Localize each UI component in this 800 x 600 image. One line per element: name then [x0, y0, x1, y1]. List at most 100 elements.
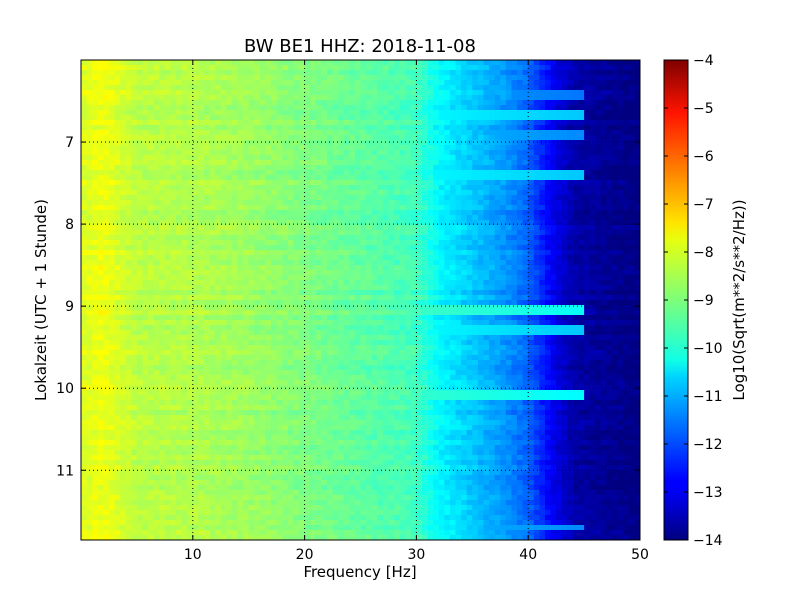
heatmap-cell: [388, 130, 395, 136]
heatmap-cell: [86, 175, 93, 181]
heatmap-cell: [254, 210, 261, 216]
heatmap-cell: [215, 95, 222, 101]
heatmap-cell: [142, 275, 149, 281]
heatmap-cell: [271, 255, 278, 261]
heatmap-cell: [595, 100, 602, 106]
heatmap-cell: [494, 85, 501, 91]
heatmap-cell: [472, 85, 479, 91]
heatmap-cell: [282, 75, 289, 81]
heatmap-cell: [628, 265, 636, 271]
heatmap-cell: [444, 80, 451, 86]
heatmap-cell: [561, 245, 568, 251]
heatmap-cell: [584, 285, 591, 291]
heatmap-cell: [561, 210, 568, 216]
heatmap-cell: [584, 65, 591, 71]
heatmap-cell: [136, 155, 144, 161]
heatmap-cell: [449, 225, 457, 231]
heatmap-cell: [483, 70, 490, 76]
heatmap-cell: [377, 205, 384, 211]
heatmap-cell: [589, 170, 596, 176]
heatmap-cell: [612, 110, 619, 116]
heatmap-cell: [332, 235, 339, 241]
heatmap-cell: [371, 135, 378, 141]
heatmap-cell: [259, 150, 267, 156]
heatmap-cell: [500, 65, 507, 71]
heatmap-cell: [293, 160, 300, 166]
heatmap-cell: [131, 305, 138, 311]
heatmap-cell: [231, 65, 239, 71]
heatmap-cell: [572, 165, 580, 171]
heatmap-cell: [215, 200, 222, 206]
heatmap-cell: [248, 295, 255, 301]
heatmap-cell: [634, 225, 640, 231]
heatmap-cell: [349, 190, 356, 196]
heatmap-cell: [299, 225, 306, 231]
heatmap-cell: [394, 300, 401, 306]
heatmap-cell: [634, 260, 640, 266]
heatmap-cell: [505, 270, 513, 276]
heatmap-cell: [449, 255, 457, 261]
heatmap-cell: [371, 60, 378, 66]
heatmap-cell: [92, 115, 99, 121]
heatmap-cell: [634, 275, 640, 281]
heatmap-cell: [421, 110, 429, 116]
heatmap-cell: [338, 260, 345, 266]
heatmap-cell: [92, 205, 99, 211]
heatmap-cell: [528, 90, 535, 96]
heatmap-cell: [505, 115, 513, 121]
heatmap-cell: [584, 250, 591, 256]
heatmap-cell: [472, 230, 479, 236]
heatmap-cell: [494, 265, 501, 271]
heatmap-cell: [243, 130, 250, 136]
heatmap-cell: [343, 260, 350, 266]
heatmap-cell: [153, 160, 160, 166]
heatmap-cell: [315, 280, 322, 286]
heatmap-cell: [517, 155, 524, 161]
heatmap-cell: [131, 255, 138, 261]
heatmap-cell: [377, 260, 384, 266]
heatmap-cell: [103, 150, 110, 156]
heatmap-cell: [231, 200, 239, 206]
heatmap-cell: [276, 265, 283, 271]
heatmap-cell: [522, 165, 529, 171]
heatmap-cell: [483, 180, 490, 186]
heatmap-cell: [81, 120, 88, 126]
heatmap-cell: [399, 155, 406, 161]
heatmap-cell: [125, 300, 132, 306]
heatmap-cell: [483, 295, 490, 301]
heatmap-cell: [584, 300, 591, 306]
heatmap-cell: [86, 115, 93, 121]
heatmap-cell: [438, 295, 445, 301]
heatmap-cell: [556, 145, 563, 151]
heatmap-cell: [170, 125, 177, 131]
heatmap-cell: [489, 180, 496, 186]
heatmap-cell: [276, 155, 283, 161]
heatmap-cell: [170, 300, 177, 306]
heatmap-cell: [254, 235, 261, 241]
heatmap-cell: [259, 125, 267, 131]
heatmap-cell: [444, 270, 451, 276]
heatmap-cell: [433, 75, 440, 81]
heatmap-cell: [444, 300, 451, 306]
heatmap-cell: [405, 280, 412, 286]
heatmap-cell: [97, 205, 104, 211]
heatmap-cell: [466, 305, 473, 311]
heatmap-cell: [108, 180, 116, 186]
heatmap-cell: [416, 290, 423, 296]
heatmap-cell: [489, 185, 496, 191]
heatmap-cell: [271, 200, 278, 206]
heatmap-cell: [321, 60, 328, 66]
heatmap-cell: [203, 295, 211, 301]
heatmap-cell: [572, 270, 580, 276]
heatmap-cell: [517, 65, 524, 71]
heatmap-cell: [97, 300, 104, 306]
heatmap-cell: [209, 145, 216, 151]
heatmap-cell: [343, 280, 350, 286]
heatmap-cell: [472, 250, 479, 256]
heatmap-cell: [170, 270, 177, 276]
heatmap-cell: [354, 290, 362, 296]
heatmap-cell: [332, 230, 339, 236]
heatmap-cell: [528, 70, 535, 76]
heatmap-cell: [550, 265, 557, 271]
heatmap-cell: [237, 245, 244, 251]
